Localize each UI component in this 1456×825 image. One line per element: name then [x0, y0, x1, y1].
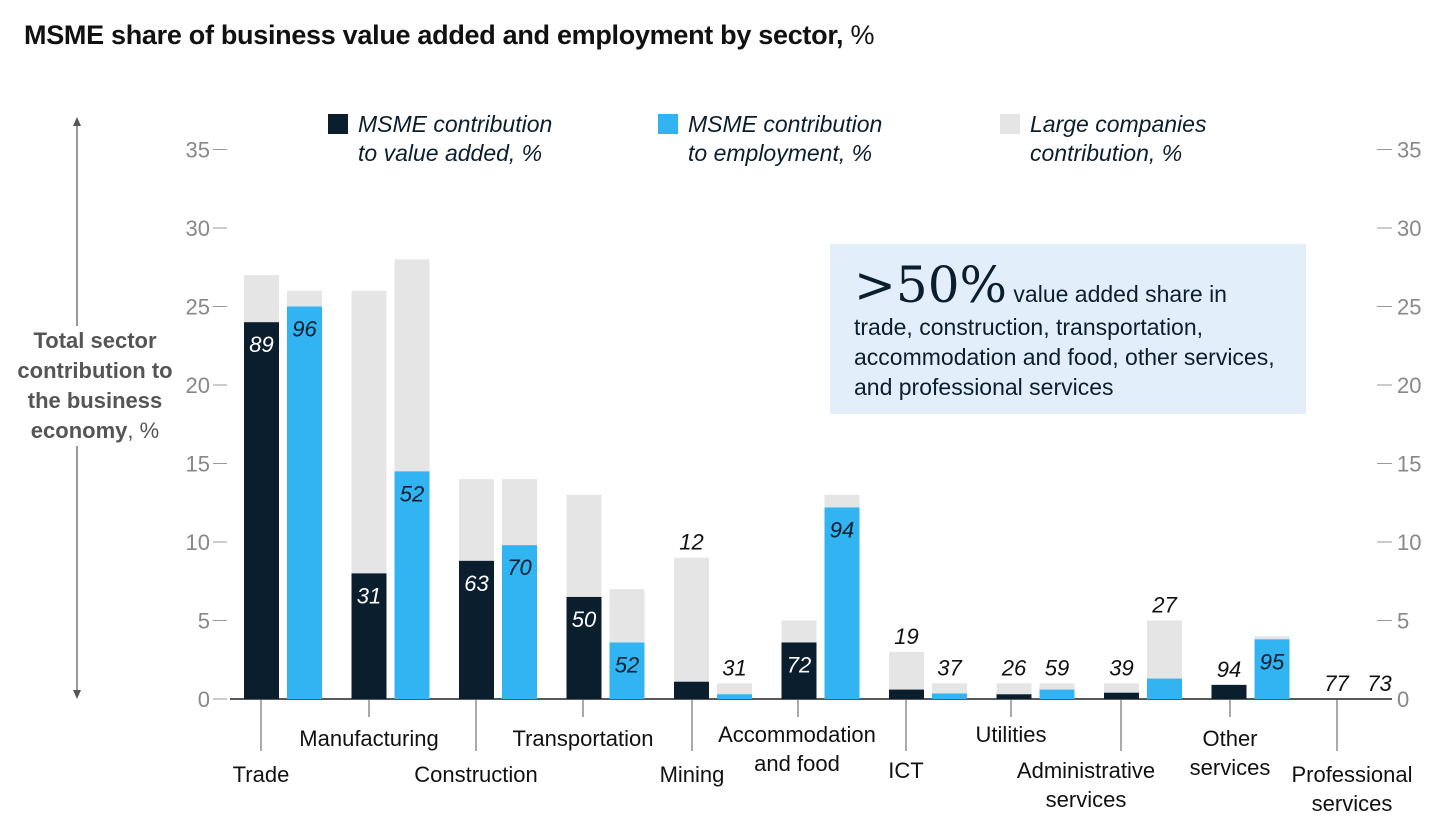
chart-title-main: MSME share of business value added and e…: [24, 20, 844, 50]
bar-msme-employment: [502, 545, 537, 699]
data-label-msme-value: 89: [249, 332, 273, 357]
data-label-msme-employment: 59: [1045, 655, 1069, 680]
data-label-msme-employment: 70: [507, 555, 532, 580]
y-tick-label-left: 0: [198, 687, 210, 712]
data-label-msme-value: 94: [1217, 657, 1241, 682]
bar-msme-value-added: [1211, 684, 1247, 699]
data-label-msme-employment: 73: [1367, 671, 1392, 696]
y-tick-label-left: 10: [186, 530, 210, 555]
bar-msme-employment: [394, 471, 430, 699]
legend-swatch-msme-value: [328, 114, 348, 134]
x-category-label: Professional services: [1291, 762, 1412, 816]
bar-msme-value-added: [459, 560, 494, 699]
bar-msme-employment: [932, 693, 967, 699]
y-tick-label-left: 35: [186, 138, 210, 163]
x-category-label: ICT: [888, 758, 923, 783]
chart-title-unit: %: [843, 20, 875, 50]
bar-msme-value-added: [781, 642, 817, 699]
y-tick-label-left: 20: [186, 373, 210, 398]
bar-msme-employment: [1039, 689, 1075, 699]
y-tick-label-right: 25: [1397, 295, 1421, 320]
bar-msme-value-added: [889, 689, 924, 699]
x-category-label: Transportation: [512, 726, 653, 751]
legend-item-msme-employment: MSME contribution to employment, %: [658, 110, 882, 168]
bar-msme-value-added: [674, 681, 709, 699]
y-axis-title-main: Total sector contribution to the busines…: [17, 328, 173, 443]
y-axis-title-unit: , %: [127, 418, 160, 443]
chart-title: MSME share of business value added and e…: [24, 20, 874, 51]
bar-msme-value-added: [566, 596, 602, 699]
legend-swatch-large-companies: [1000, 114, 1020, 134]
callout-text: value added share in trade, construction…: [854, 281, 1275, 400]
legend-item-msme-value: MSME contribution to value added, %: [328, 110, 552, 168]
data-label-msme-employment: 27: [1151, 593, 1177, 618]
y-tick-label-right: 35: [1397, 138, 1421, 163]
bar-large-companies: [674, 557, 709, 699]
data-label-msme-employment: 52: [400, 481, 424, 506]
data-label-msme-value: 12: [679, 530, 703, 555]
data-label-msme-value: 77: [1324, 671, 1349, 696]
y-axis-arrow-up: [73, 117, 81, 126]
data-label-msme-employment: 31: [722, 655, 746, 680]
y-tick-label-right: 20: [1397, 373, 1421, 398]
bar-msme-value-added: [1104, 692, 1139, 699]
bar-msme-employment: [287, 306, 322, 699]
data-label-msme-value: 26: [1001, 655, 1027, 680]
y-tick-label-right: 30: [1397, 216, 1421, 241]
x-category-label: Utilities: [976, 722, 1047, 747]
legend-label-large-companies: Large companies contribution, %: [1030, 111, 1207, 166]
bar-msme-employment: [609, 642, 645, 699]
bar-msme-value-added: [351, 573, 387, 699]
data-label-msme-value: 63: [464, 571, 489, 596]
legend-label-msme-value: MSME contribution to value added, %: [358, 111, 553, 166]
bar-msme-employment: [1254, 639, 1290, 699]
data-label-msme-employment: 52: [615, 652, 639, 677]
data-label-msme-value: 50: [572, 607, 597, 632]
x-category-label: Accommodation and food: [718, 722, 876, 776]
data-label-msme-value: 39: [1109, 655, 1133, 680]
callout-big-number: >50%: [854, 256, 1008, 314]
bar-msme-employment: [1147, 678, 1182, 699]
x-category-label: Trade: [233, 762, 290, 787]
data-label-msme-value: 72: [787, 652, 811, 677]
x-category-label: Construction: [414, 762, 538, 787]
y-tick-label-left: 30: [186, 216, 210, 241]
y-tick-label-left: 5: [198, 609, 210, 634]
x-category-label: Administrative services: [1017, 758, 1155, 812]
legend-swatch-msme-employment: [658, 114, 678, 134]
y-tick-label-right: 5: [1397, 609, 1409, 634]
data-label-msme-employment: 94: [830, 517, 854, 542]
y-tick-label-left: 25: [186, 295, 210, 320]
y-tick-label-left: 15: [186, 452, 210, 477]
bar-msme-value-added: [244, 322, 279, 699]
legend-label-msme-employment: MSME contribution to employment, %: [688, 111, 883, 166]
x-category-label: Mining: [660, 762, 725, 787]
y-tick-label-right: 10: [1397, 530, 1421, 555]
callout-box: >50% value added share in trade, constru…: [830, 244, 1306, 414]
data-label-msme-value: 19: [894, 624, 918, 649]
data-label-msme-employment: 37: [937, 655, 962, 680]
y-tick-label-right: 0: [1397, 687, 1409, 712]
y-axis-title: Total sector contribution to the busines…: [14, 326, 176, 446]
legend-item-large-companies: Large companies contribution, %: [1000, 110, 1206, 168]
y-tick-label-right: 15: [1397, 452, 1421, 477]
bar-msme-value-added: [996, 694, 1032, 699]
x-category-label: Manufacturing: [299, 726, 438, 751]
data-label-msme-value: 31: [357, 583, 381, 608]
x-category-label: Other services: [1190, 726, 1271, 780]
y-axis-arrow-down: [73, 690, 81, 699]
data-label-msme-employment: 95: [1260, 649, 1285, 674]
bar-msme-employment: [717, 694, 752, 699]
bar-msme-employment: [824, 507, 860, 699]
data-label-msme-employment: 96: [292, 317, 317, 342]
